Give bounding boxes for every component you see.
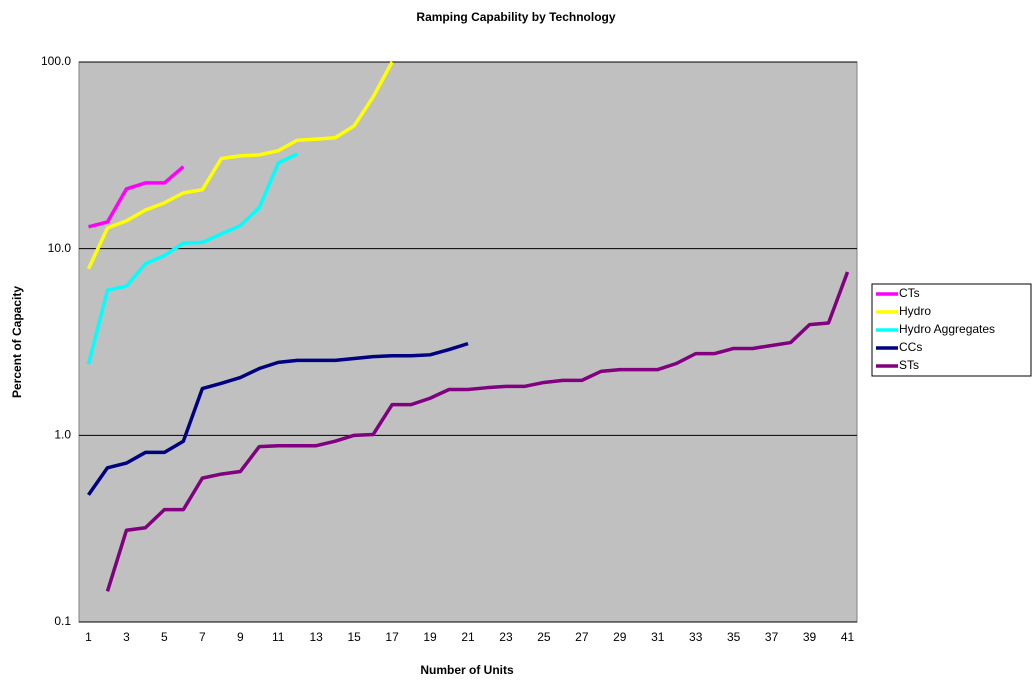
x-tick-label: 15 [347,630,361,644]
legend-box [871,283,1032,377]
legend-label: CCs [899,340,922,354]
x-tick-label: 21 [461,630,475,644]
chart-title: Ramping Capability by Technology [416,10,615,24]
series-line [86,152,298,365]
x-tick-label: 39 [803,630,817,644]
x-axis-label: Number of Units [420,663,514,677]
x-tick-label: 13 [310,630,324,644]
series-line [105,271,850,592]
x-tick-label: 7 [199,630,206,644]
y-tick-label: 1.0 [54,428,71,442]
series-line [86,61,394,270]
series-line [87,341,469,496]
x-tick-label: 31 [651,630,665,644]
y-tick-label: 10.0 [48,241,72,255]
x-tick-label: 19 [423,630,437,644]
x-tick-label: 29 [613,630,627,644]
x-tick-label: 23 [499,630,513,644]
x-tick-label: 41 [841,630,855,644]
y-tick-label: 100.0 [41,54,71,68]
x-tick-label: 1 [85,630,92,644]
legend-label: Hydro [899,304,931,318]
plot-area [78,61,858,623]
x-tick-label: 35 [727,630,741,644]
x-tick-label: 3 [123,630,130,644]
x-tick-label: 25 [537,630,551,644]
y-axis-label: Percent of Capacity [10,286,24,398]
x-tick-label: 27 [575,630,589,644]
x-tick-label: 9 [237,630,244,644]
series-line [88,165,185,229]
x-tick-label: 33 [689,630,703,644]
legend-label: Hydro Aggregates [899,322,995,336]
x-tick-label: 5 [161,630,168,644]
x-tick-label: 37 [765,630,779,644]
legend-label: CTs [899,286,920,300]
y-tick-label: 0.1 [54,614,71,628]
x-tick-label: 11 [272,630,285,644]
legend-label: STs [899,358,919,372]
x-tick-label: 17 [385,630,399,644]
